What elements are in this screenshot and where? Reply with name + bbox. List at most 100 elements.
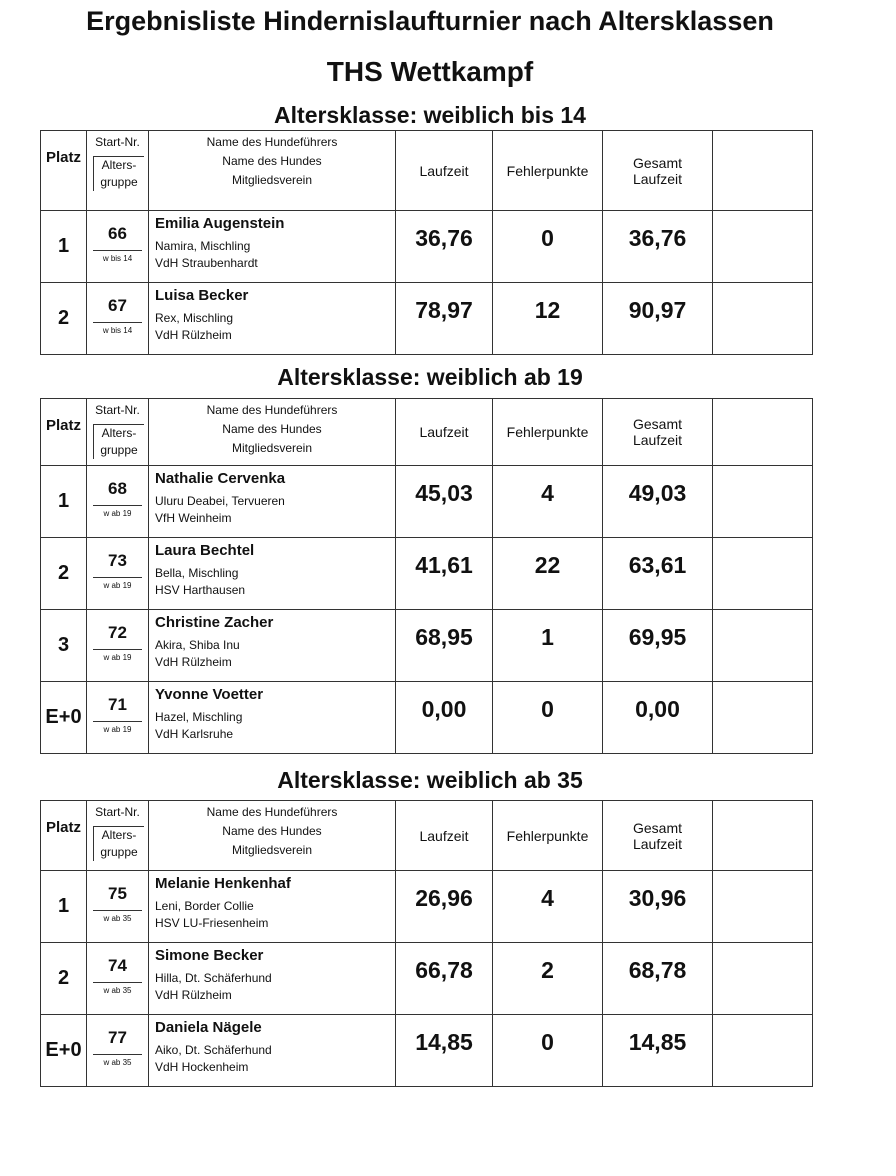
header-gesamt-line: Laufzeit — [632, 835, 683, 852]
fehlerpunkte: 12 — [492, 282, 603, 355]
age-group: w ab 35 — [103, 1058, 132, 1067]
laufzeit: 68,95 — [395, 609, 493, 682]
start-cell: 75 w ab 35 — [86, 870, 149, 943]
platz: 2 — [40, 942, 87, 1015]
result-row: 2 74 w ab 35 Simone Becker Hilla, Dt. Schäfe… — [40, 942, 813, 1015]
platz: E+0 — [40, 1014, 87, 1087]
empty-cell — [712, 609, 813, 682]
platz: 1 — [40, 210, 87, 283]
header-name-line: Name des Hundeführers — [206, 403, 338, 417]
age-group: w bis 14 — [102, 326, 133, 335]
start-nr: 72 — [108, 623, 127, 642]
club: HSV Harthausen — [155, 583, 246, 597]
header-name-line: Name des Hundeführers — [206, 135, 338, 149]
header-gesamt-line: Laufzeit — [632, 432, 683, 448]
start-cell: 73 w ab 19 — [86, 537, 149, 610]
empty-cell — [712, 681, 813, 754]
header-gesamt: Gesamt Laufzeit — [602, 130, 713, 211]
platz: 2 — [40, 537, 87, 610]
start-cell: 71 w ab 19 — [86, 681, 149, 754]
header-gruppe: Alters-gruppe — [93, 424, 144, 459]
dog: Hilla, Dt. Schäferhund — [155, 971, 272, 985]
start-rule — [93, 322, 142, 323]
header-gruppe: Alters-gruppe — [93, 826, 144, 861]
laufzeit: 36,76 — [395, 210, 493, 283]
section-heading: Altersklasse: weiblich ab 19 — [277, 364, 583, 390]
gesamt: 0,00 — [602, 681, 713, 754]
gesamt: 63,61 — [602, 537, 713, 610]
header-gesamt-line: Gesamt — [632, 154, 682, 171]
fehlerpunkte: 1 — [492, 609, 603, 682]
header-empty — [712, 130, 813, 211]
start-nr: 68 — [108, 479, 127, 498]
name-cell: Melanie Henkenhaf Leni, Border Collie HSV … — [148, 870, 396, 943]
gesamt: 69,95 — [602, 609, 713, 682]
dog: Rex, Mischling — [155, 311, 234, 325]
club: VdH Karlsruhe — [155, 727, 234, 741]
header-empty — [712, 398, 813, 466]
name-cell: Christine Zacher Akira, Shiba Inu VdH Rülz… — [148, 609, 396, 682]
header-name: Name des Hundeführers Name des Hundes Mitg… — [148, 130, 396, 211]
gesamt: 14,85 — [602, 1014, 713, 1087]
start-cell: 68 w ab 19 — [86, 465, 149, 538]
header-name-line: Name des Hundes — [222, 154, 322, 168]
header-name-line: Name des Hundes — [222, 422, 322, 436]
header-laufzeit: Laufzeit — [395, 398, 493, 466]
age-group: w ab 35 — [103, 914, 132, 923]
results-table: Platz Start-Nr. Alters-gruppe Name des Hund… — [40, 398, 813, 754]
result-row: 2 67 w bis 14 Luisa Becker Rex, Mischling VdH… — [40, 282, 813, 355]
header-laufzeit: Laufzeit — [395, 130, 493, 211]
header-name: Name des Hundeführers Name des Hundes Mitg… — [148, 800, 396, 871]
start-nr: 71 — [108, 695, 127, 714]
age-group: w ab 19 — [103, 653, 132, 662]
handler: Daniela Nägele — [155, 1019, 262, 1036]
name-cell: Daniela Nägele Aiko, Dt. Schäferhund VdH H… — [148, 1014, 396, 1087]
header-platz: Platz — [40, 130, 87, 211]
age-group: w ab 19 — [103, 581, 132, 590]
header-gesamt: Gesamt Laufzeit — [602, 398, 713, 466]
header-start-nr: Start-Nr. — [95, 135, 140, 149]
start-nr: 74 — [108, 956, 127, 975]
dog: Aiko, Dt. Schäferhund — [155, 1043, 272, 1057]
results-table: Platz Start-Nr. Alters-gruppe Name des Hund… — [40, 130, 813, 355]
header-gruppe-line: gruppe — [100, 845, 138, 859]
start-nr: 77 — [108, 1028, 127, 1047]
header-gruppe: Alters-gruppe — [93, 156, 144, 191]
start-cell: 67 w bis 14 — [86, 282, 149, 355]
empty-cell — [712, 1014, 813, 1087]
name-cell: Yvonne Voetter Hazel, Mischling VdH Karlsr… — [148, 681, 396, 754]
result-row: 1 75 w ab 35 Melanie Henkenhaf Leni, Border … — [40, 870, 813, 943]
header-start: Start-Nr. Alters-gruppe — [86, 398, 149, 466]
name-cell: Simone Becker Hilla, Dt. Schäferhund VdH R… — [148, 942, 396, 1015]
laufzeit: 78,97 — [395, 282, 493, 355]
header-gesamt: Gesamt Laufzeit — [602, 800, 713, 871]
gesamt: 90,97 — [602, 282, 713, 355]
age-group: w ab 19 — [103, 725, 132, 734]
start-rule — [93, 649, 142, 650]
header-start-nr: Start-Nr. — [95, 805, 140, 819]
age-group: w ab 35 — [103, 986, 132, 995]
header-platz: Platz — [40, 398, 87, 466]
dog: Hazel, Mischling — [155, 710, 243, 724]
handler: Nathalie Cervenka — [155, 470, 286, 487]
start-rule — [93, 577, 142, 578]
subtitle: THS Wettkampf — [326, 56, 534, 87]
name-cell: Nathalie Cervenka Uluru Deabei, Tervueren… — [148, 465, 396, 538]
header-start: Start-Nr. Alters-gruppe — [86, 130, 149, 211]
start-rule — [93, 910, 142, 911]
start-nr: 66 — [108, 224, 127, 243]
fehlerpunkte: 4 — [492, 465, 603, 538]
header-gruppe-line: Alters- — [101, 828, 137, 842]
start-cell: 66 w bis 14 — [86, 210, 149, 283]
dog: Bella, Mischling — [155, 566, 239, 580]
start-nr: 73 — [108, 551, 127, 570]
result-row: 1 68 w ab 19 Nathalie Cervenka Uluru Deabei,… — [40, 465, 813, 538]
header-name-line: Mitgliedsverein — [231, 173, 313, 187]
header-start-nr: Start-Nr. — [95, 403, 140, 417]
header-fehler: Fehlerpunkte — [492, 130, 603, 211]
club: VdH Straubenhardt — [155, 256, 258, 270]
start-rule — [93, 1054, 142, 1055]
handler: Simone Becker — [155, 947, 264, 964]
handler: Yvonne Voetter — [155, 686, 264, 703]
header-name-line: Name des Hundeführers — [206, 805, 338, 819]
